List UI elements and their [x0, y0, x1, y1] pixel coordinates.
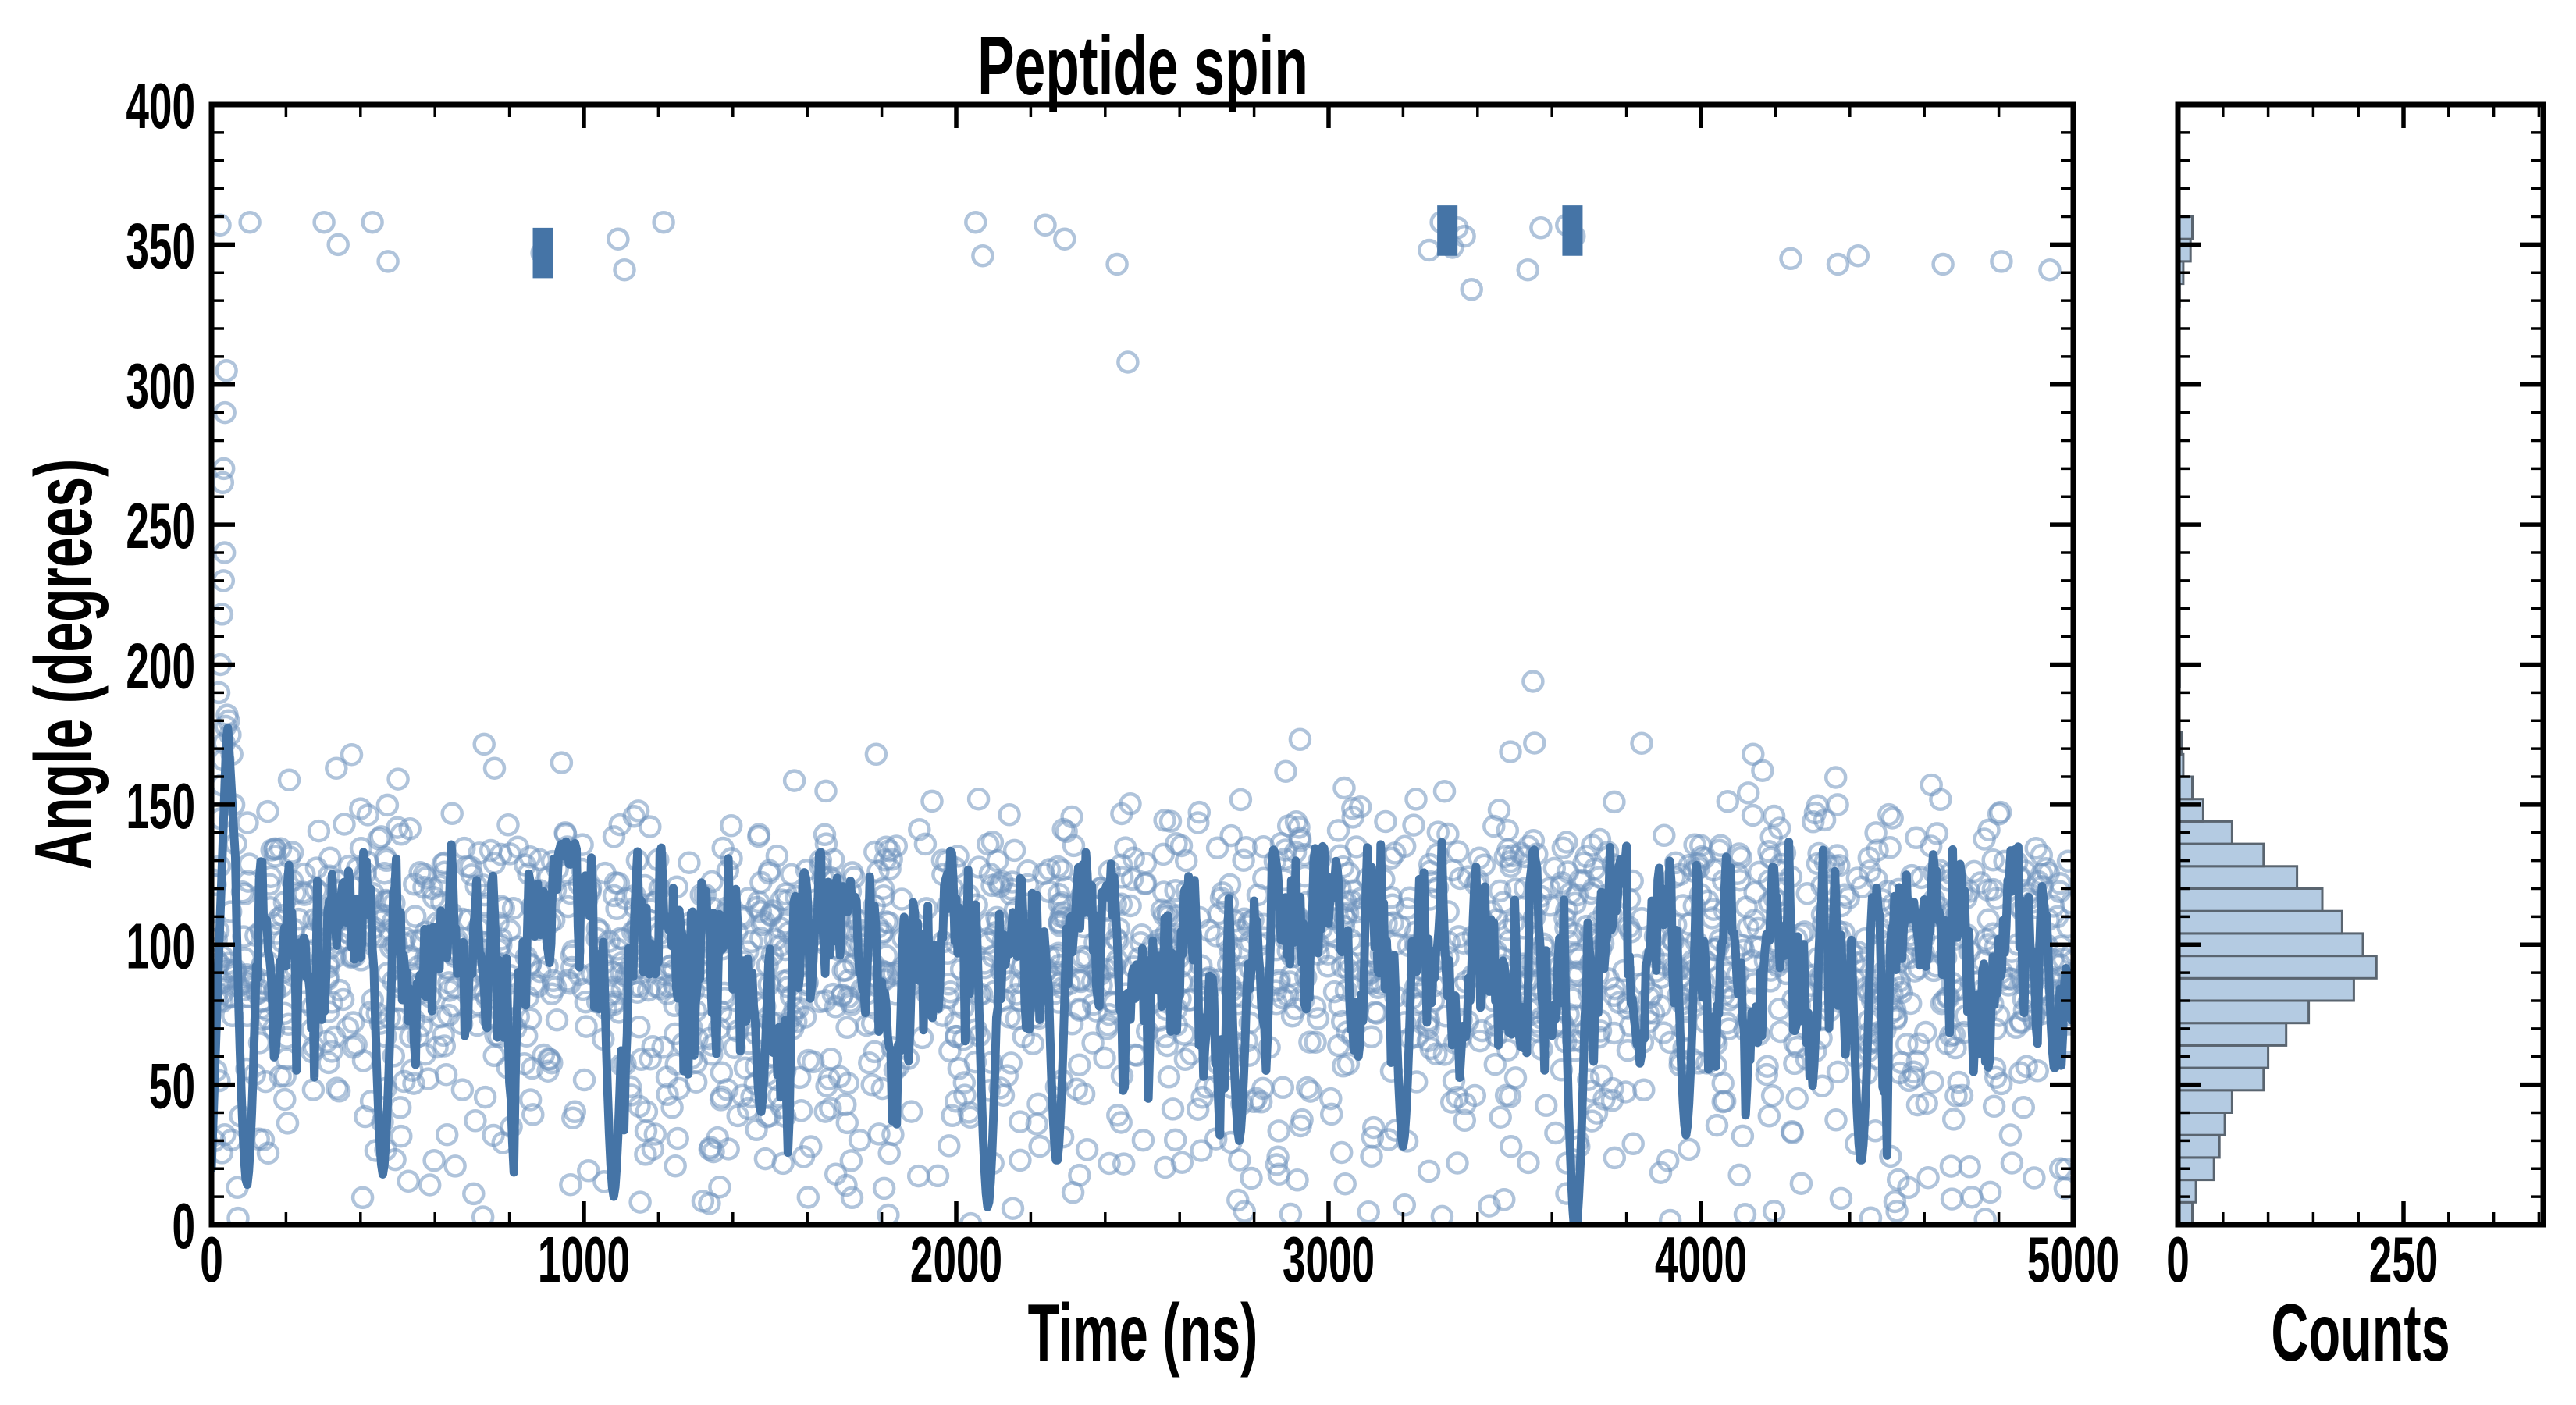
histogram-bar: [2178, 909, 2343, 935]
histogram-bar: [2178, 1089, 2233, 1115]
y-axis-tick-label: 200: [126, 629, 195, 702]
hist-x-tick-label: 0: [2166, 1223, 2190, 1296]
y-axis-tick-label: 150: [126, 770, 195, 842]
histogram-bar: [2178, 1133, 2221, 1159]
histogram-bar: [2178, 976, 2355, 1002]
running-average-line: [212, 724, 2073, 1225]
axes-frame: [208, 101, 2546, 1228]
x-axis-tick-label: 1000: [538, 1223, 630, 1296]
histogram-bar: [2178, 1022, 2288, 1047]
y-axis-tick-label: 100: [126, 909, 195, 982]
x-axis-tick-label: 3000: [1283, 1223, 1375, 1296]
histogram-bar: [2178, 955, 2378, 980]
y-axis-label: Angle (degrees): [19, 458, 109, 870]
tick-labels: 0 1000 2000 3000 4000 50000501001502002503003…: [126, 69, 2438, 1296]
y-axis-tick-label: 300: [126, 350, 195, 422]
y-axis-tick-label: 0: [172, 1190, 195, 1262]
histogram-bar: [2178, 1044, 2270, 1069]
y-axis-tick-label: 400: [126, 69, 195, 142]
hist-x-tick-label: 250: [2369, 1223, 2439, 1296]
y-axis-tick-label: 350: [126, 209, 195, 282]
x-axis-tick-label: 0: [200, 1223, 223, 1296]
y-axis-tick-label: 50: [149, 1050, 195, 1122]
histogram-bar: [2178, 1066, 2265, 1092]
x-axis-label: Time (ns): [1027, 1288, 1258, 1378]
histogram-bars: [2178, 215, 2378, 1225]
histogram-bar: [2178, 842, 2265, 868]
line-excursion-markers: [532, 205, 1583, 279]
histogram-bar: [2178, 798, 2204, 823]
histogram-bar: [2178, 865, 2299, 891]
histogram-bar: [2178, 887, 2324, 912]
x-axis-tick-label: 4000: [1655, 1223, 1747, 1296]
hist-x-axis-label: Counts: [2271, 1288, 2450, 1378]
histogram-bar: [2178, 932, 2364, 958]
histogram-bar: [2178, 999, 2311, 1025]
x-axis-tick-label: 2000: [910, 1223, 1002, 1296]
chart-title: Peptide spin: [977, 18, 1308, 112]
x-axis-tick-label: 5000: [2027, 1223, 2119, 1296]
y-axis-tick-label: 250: [126, 489, 195, 562]
histogram-bar: [2178, 1112, 2226, 1136]
scatter-points: [212, 210, 2073, 1225]
